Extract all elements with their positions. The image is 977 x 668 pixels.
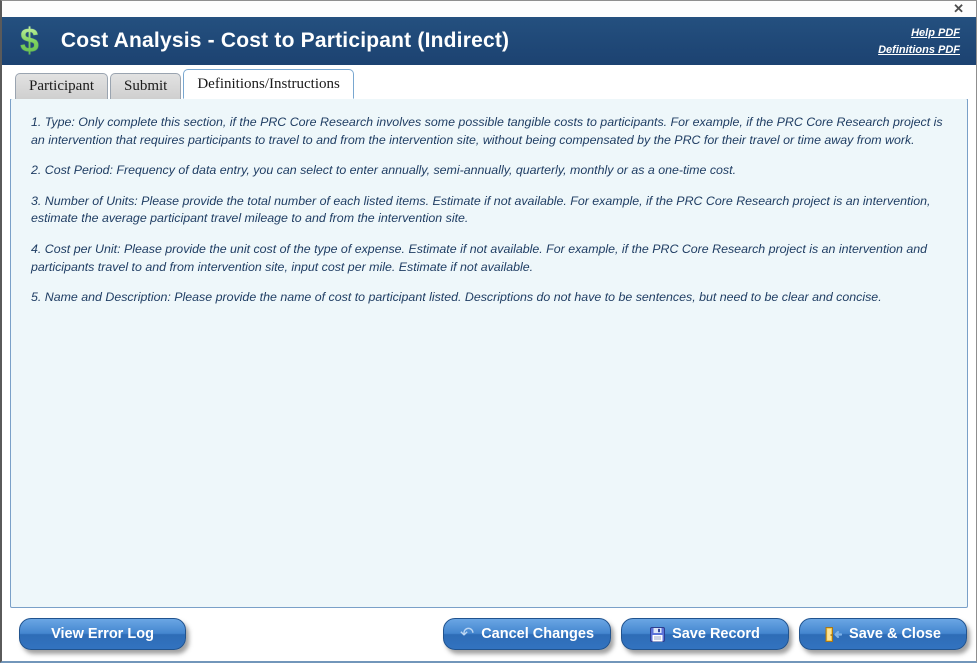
tab-definitions-instructions[interactable]: Definitions/Instructions [183, 69, 354, 99]
instruction-paragraph-2: 2. Cost Period: Frequency of data entry,… [31, 163, 737, 178]
view-error-log-label: View Error Log [51, 626, 154, 642]
exit-door-icon [825, 626, 843, 642]
instruction-paragraph-4: 4. Cost per Unit: Please provide the uni… [31, 242, 928, 274]
definitions-pdf-link[interactable]: Definitions PDF [878, 43, 960, 56]
undo-arrow-icon: ↶ [459, 623, 475, 643]
dollar-icon: $ [20, 22, 39, 60]
tab-participant[interactable]: Participant [15, 73, 108, 99]
header-links: Help PDF Definitions PDF [878, 27, 966, 56]
tab-bar: Participant Submit Definitions/Instructi… [2, 65, 976, 99]
page-title: Cost Analysis - Cost to Participant (Ind… [60, 29, 510, 52]
dialog-header: $ Cost Analysis - Cost to Participant (I… [2, 17, 976, 65]
instruction-paragraph-3: 3. Number of Units: Please provide the t… [31, 193, 931, 226]
instruction-paragraph-5: 5. Name and Description: Please provide … [31, 290, 882, 305]
cancel-changes-button[interactable]: ↶ Cancel Changes [443, 618, 611, 650]
save-record-label: Save Record [672, 626, 760, 642]
save-record-button[interactable]: Save Record [621, 618, 789, 650]
view-error-log-button[interactable]: View Error Log [19, 618, 186, 650]
instruction-paragraph-1: 1. Type: Only complete this section, if … [31, 115, 943, 147]
help-pdf-link[interactable]: Help PDF [911, 26, 960, 39]
title-bar: ✕ [2, 1, 976, 17]
tab-submit[interactable]: Submit [109, 73, 182, 99]
floppy-disk-icon [650, 626, 666, 642]
close-icon[interactable]: ✕ [953, 1, 964, 16]
footer-right-buttons: ↶ Cancel Changes Save Record [443, 618, 967, 650]
save-close-label: Save & Close [849, 626, 941, 642]
save-close-button[interactable]: Save & Close [799, 618, 967, 650]
cancel-changes-label: Cancel Changes [481, 626, 595, 642]
footer-button-bar: View Error Log ↶ Cancel Changes [2, 608, 976, 650]
instructions-panel: 1. Type: Only complete this section, if … [10, 98, 968, 608]
